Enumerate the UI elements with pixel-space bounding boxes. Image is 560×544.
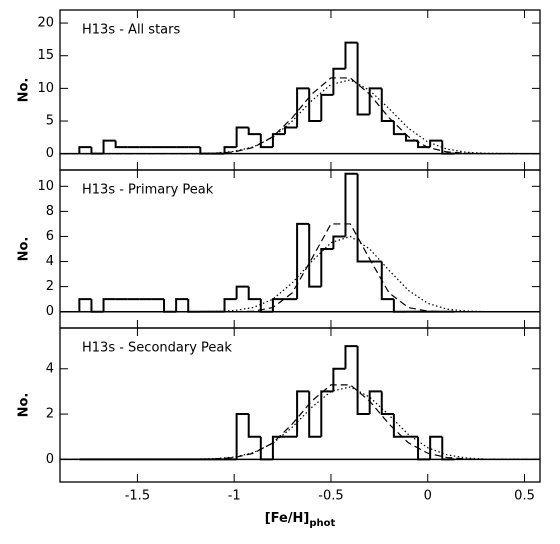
histogram-bin xyxy=(308,88,322,123)
x-tick-label: -0.5 xyxy=(318,489,343,504)
histogram-bin xyxy=(320,93,334,122)
x-axis-label: [Fe/H]phot xyxy=(265,511,336,529)
x-tick-label: 0.5 xyxy=(514,489,535,504)
histogram-bin xyxy=(175,298,189,312)
histogram-bin xyxy=(344,172,358,237)
x-tick-label: 0 xyxy=(424,489,432,504)
histogram-bin xyxy=(102,298,116,312)
y-tick-label: 2 xyxy=(46,407,54,422)
histogram-bin xyxy=(235,413,249,460)
histogram-bin xyxy=(78,298,92,312)
histogram-bin xyxy=(441,140,455,155)
model-curve xyxy=(60,235,541,313)
histogram-bin xyxy=(296,87,310,128)
histogram-bin xyxy=(271,435,285,460)
histogram-bin xyxy=(320,390,334,437)
y-tick-label: 10 xyxy=(37,179,54,194)
panel-title: H13s - All stars xyxy=(82,23,180,38)
histogram-bin xyxy=(368,390,382,415)
histogram-bin xyxy=(296,222,310,300)
histogram-bin xyxy=(247,414,261,438)
histogram-bin xyxy=(441,436,455,461)
histogram-bin xyxy=(308,223,322,288)
y-tick-label: 0 xyxy=(46,452,54,467)
x-label-sub: phot xyxy=(309,518,335,529)
y-axis-label: No. xyxy=(17,78,32,103)
histogram-bin xyxy=(284,126,298,135)
histogram-bin xyxy=(235,126,249,148)
y-tick-label: 2 xyxy=(46,279,54,294)
y-tick-label: 0 xyxy=(46,304,54,319)
y-tick-label: 10 xyxy=(37,81,54,96)
histogram-bin xyxy=(114,140,128,149)
histogram-bin xyxy=(344,345,358,369)
y-tick-label: 8 xyxy=(46,204,54,219)
histogram-bin xyxy=(356,346,370,416)
histogram-bin xyxy=(356,173,370,263)
histogram-bin xyxy=(429,139,443,148)
histogram-bin xyxy=(90,147,104,155)
y-axis-label: No. xyxy=(17,237,32,262)
histogram-bin xyxy=(417,436,431,461)
histogram-bin xyxy=(368,87,382,115)
model-curve xyxy=(60,384,540,460)
histogram-bin xyxy=(78,146,92,154)
histogram-bin xyxy=(344,41,358,69)
y-tick-label: 20 xyxy=(37,16,54,31)
panel-title: H13s - Secondary Peak xyxy=(82,341,232,356)
histogram-bin xyxy=(320,248,334,287)
histogram-bin xyxy=(404,134,419,142)
histogram-bin xyxy=(90,299,104,313)
histogram-bin xyxy=(163,299,177,313)
histogram-bin xyxy=(223,146,237,154)
histogram-bin xyxy=(223,298,237,312)
histogram-bin xyxy=(356,42,370,116)
y-tick-label: 15 xyxy=(37,48,54,63)
histogram-bin xyxy=(247,127,261,136)
histogram-bin xyxy=(380,391,394,416)
histogram-bin xyxy=(308,391,322,438)
histogram-bin xyxy=(296,390,310,437)
y-tick-label: 5 xyxy=(46,114,54,129)
histogram-bin xyxy=(332,235,346,249)
y-tick-label: 4 xyxy=(46,361,54,376)
histogram-bin xyxy=(332,367,346,392)
histogram-bin xyxy=(259,436,273,461)
y-tick-label: 4 xyxy=(46,254,54,269)
histogram-bin xyxy=(429,435,443,460)
model-curve xyxy=(59,386,541,460)
y-tick-label: 6 xyxy=(46,229,54,244)
histogram-bin xyxy=(392,299,406,313)
y-axis-label: No. xyxy=(17,393,32,418)
panel-frame xyxy=(59,327,541,483)
histogram-bin xyxy=(417,140,431,149)
model-curve xyxy=(59,77,541,155)
histogram-bin xyxy=(247,286,261,301)
histogram-bin xyxy=(199,147,213,155)
histogram-bin xyxy=(187,299,201,313)
histogram-bin xyxy=(235,285,249,300)
x-label-main: [Fe/H] xyxy=(265,511,310,526)
histogram-bin xyxy=(380,261,394,301)
model-curve xyxy=(60,223,540,313)
histogram-bin xyxy=(271,298,285,312)
histogram-bin xyxy=(392,121,406,136)
x-tick-label: -1 xyxy=(228,489,241,504)
histogram-bin xyxy=(332,67,346,95)
histogram-bin xyxy=(271,133,285,148)
histogram-bin xyxy=(259,134,273,149)
histogram-bin xyxy=(102,139,116,154)
x-tick-label: -1.5 xyxy=(125,489,150,504)
panel-title: H13s - Primary Peak xyxy=(82,183,214,198)
y-tick-label: 0 xyxy=(46,146,54,161)
histogram-bin xyxy=(380,88,394,123)
model-curve xyxy=(59,79,541,155)
histogram-bin xyxy=(259,299,273,313)
